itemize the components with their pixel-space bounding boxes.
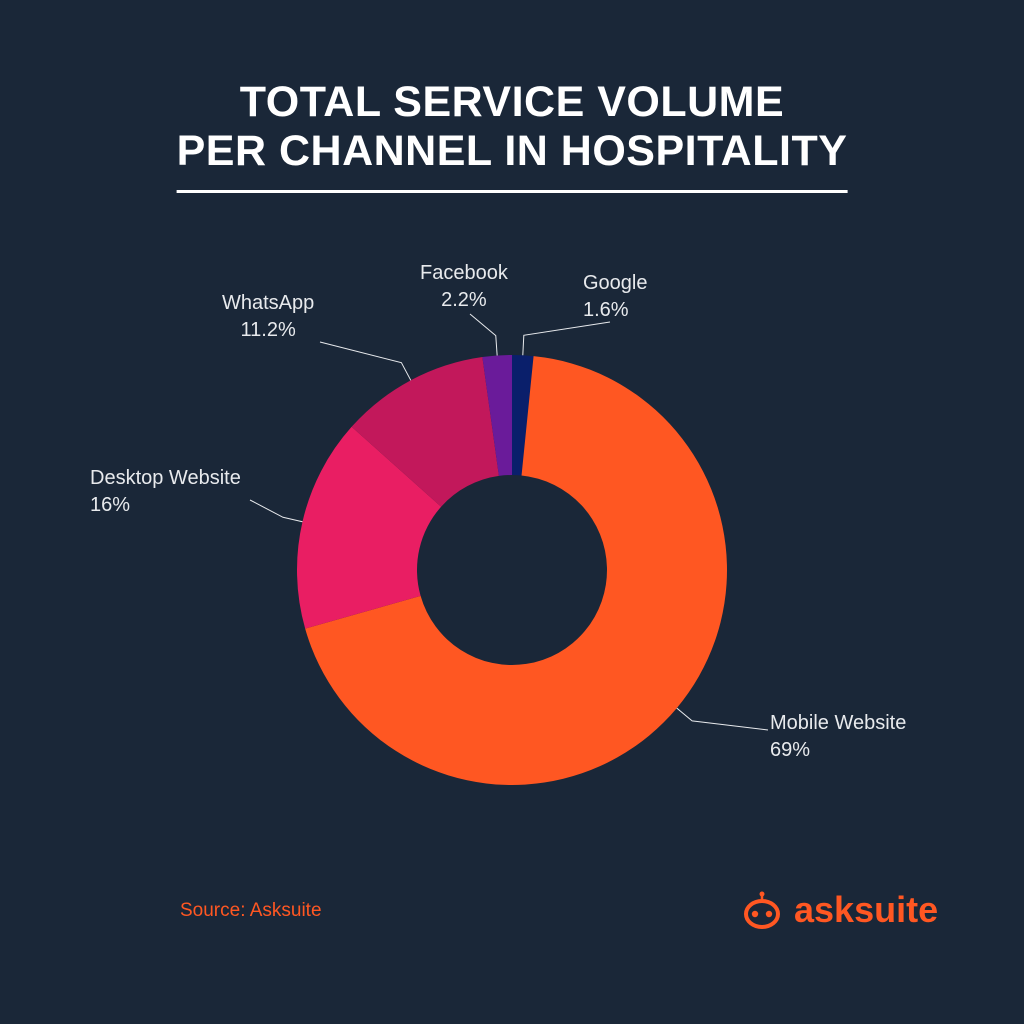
- label-google-pct: 1.6%: [583, 297, 648, 324]
- source-text: Source: Asksuite: [180, 900, 322, 922]
- label-whatsapp: WhatsApp 11.2%: [222, 290, 314, 344]
- chart-title-block: TOTAL SERVICE VOLUME PER CHANNEL IN HOSP…: [177, 78, 848, 193]
- label-google-name: Google: [583, 270, 648, 297]
- label-whatsapp-name: WhatsApp: [222, 290, 314, 317]
- leader-line: [470, 314, 497, 356]
- brand-text: asksuite: [794, 889, 938, 931]
- title-line-1: TOTAL SERVICE VOLUME: [177, 78, 848, 127]
- label-mobile-pct: 69%: [770, 737, 906, 764]
- label-mobile: Mobile Website 69%: [770, 710, 906, 764]
- robot-icon: [740, 888, 784, 932]
- leader-line: [523, 322, 610, 355]
- label-desktop-pct: 16%: [90, 492, 241, 519]
- label-mobile-name: Mobile Website: [770, 710, 906, 737]
- title-underline: [177, 190, 848, 193]
- label-facebook-pct: 2.2%: [420, 287, 508, 314]
- donut-chart: [297, 355, 727, 785]
- brand-logo: asksuite: [740, 888, 938, 932]
- label-desktop-name: Desktop Website: [90, 465, 241, 492]
- label-whatsapp-pct: 11.2%: [222, 317, 314, 344]
- title-line-2: PER CHANNEL IN HOSPITALITY: [177, 127, 848, 176]
- label-facebook: Facebook 2.2%: [420, 260, 508, 314]
- infographic-canvas: TOTAL SERVICE VOLUME PER CHANNEL IN HOSP…: [0, 0, 1024, 1024]
- label-desktop: Desktop Website 16%: [90, 465, 241, 519]
- label-google: Google 1.6%: [583, 270, 648, 324]
- leader-line: [250, 500, 302, 522]
- label-facebook-name: Facebook: [420, 260, 508, 287]
